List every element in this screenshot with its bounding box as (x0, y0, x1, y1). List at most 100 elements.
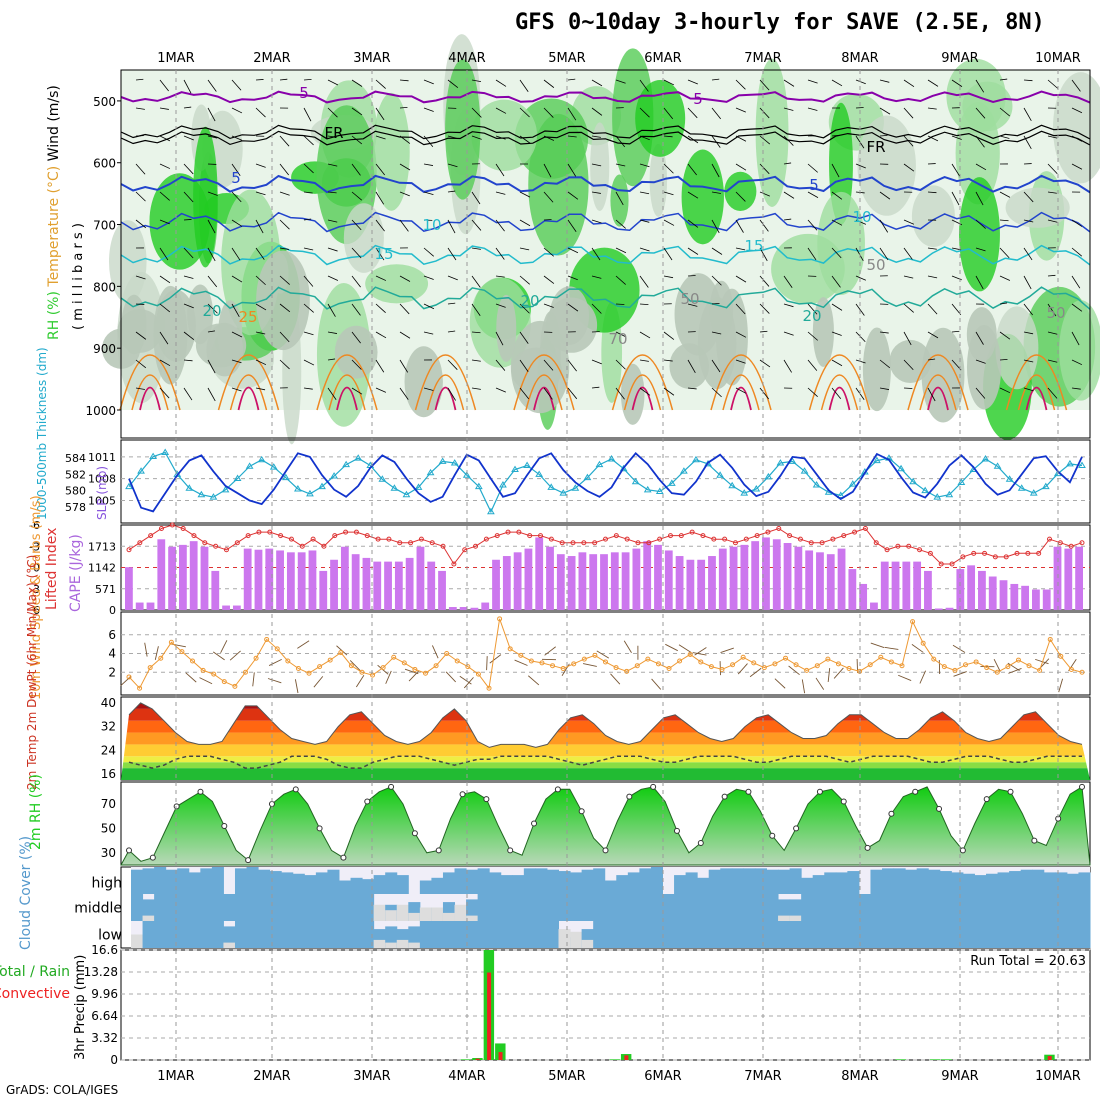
wind-barb (255, 387, 266, 391)
cloud-high-bar (720, 868, 733, 894)
contour-label: 20 (202, 302, 221, 320)
li-marker (1003, 554, 1009, 560)
wind-barb (303, 79, 312, 81)
cloud-high-bar (523, 868, 536, 894)
surface-barb (596, 650, 610, 659)
wind-barb (855, 359, 866, 364)
contour-35 (927, 386, 949, 411)
wind-barb (639, 275, 649, 288)
wind-barb (591, 163, 602, 167)
thickness-marker (631, 477, 640, 485)
wind-barb (735, 107, 746, 113)
wind-marker (486, 685, 492, 691)
wind-barb (279, 219, 290, 230)
wind-barb (279, 191, 290, 196)
contour-30 (229, 374, 268, 411)
rh-marker (197, 788, 204, 795)
wind-barb (159, 331, 169, 345)
surface-barb (919, 670, 927, 684)
rh-marker (459, 791, 466, 798)
cape-bar (578, 552, 587, 610)
temp-band (121, 720, 1090, 733)
wind-barb (375, 247, 385, 261)
wind-barb (687, 163, 697, 176)
cape-bar (384, 561, 392, 610)
x-tick-top: 3MAR (353, 51, 390, 66)
wind-marker (973, 659, 979, 665)
wind-barb (375, 359, 385, 373)
thickness-marker (414, 483, 423, 490)
cloud-high-bar (512, 875, 525, 894)
cloud-middle-bar (685, 894, 698, 921)
cloud-low-bar (211, 921, 224, 948)
wind-barb (375, 163, 386, 176)
wind-barb (1071, 107, 1083, 114)
surface-barb (870, 642, 885, 648)
wind-barb (567, 219, 577, 233)
wind-barb (567, 107, 577, 121)
cloud-middle-bar (154, 894, 167, 921)
cloud-high-bar (824, 872, 837, 894)
wind-barb (207, 247, 216, 262)
wind-barb (159, 359, 171, 367)
wind-barb (951, 135, 962, 140)
wind-barb (687, 387, 697, 390)
li-marker (473, 543, 479, 549)
wind-barb (711, 387, 722, 398)
cloud-low-bar (1043, 921, 1056, 948)
cloud-high-bar (304, 875, 317, 894)
wind-barb (159, 163, 171, 169)
cloud-low-bar (512, 921, 525, 948)
rh-blob (612, 48, 654, 187)
surface-barb (788, 665, 800, 676)
cape-bar (880, 561, 889, 610)
wind-barb (327, 163, 338, 167)
wind-barb (855, 275, 867, 281)
contour-label: 50 (680, 290, 699, 308)
surface-barb (185, 672, 197, 683)
cloud-high-bar (546, 869, 560, 894)
cloud-high-bar (951, 872, 964, 894)
wind-barb (831, 331, 842, 336)
thickness-marker (1066, 459, 1074, 467)
wind-barb (615, 135, 626, 148)
wind-barb (903, 79, 915, 87)
wind-barb (999, 331, 1011, 340)
contour-label: 5 (231, 169, 241, 187)
wind-marker (751, 660, 757, 666)
wind-barb (303, 387, 313, 390)
wind-barb (519, 107, 530, 118)
wind-barb (255, 303, 267, 311)
wind-barb (183, 303, 194, 309)
wind-barb (1047, 387, 1058, 399)
thickness-marker (921, 486, 930, 494)
cape-tick: 0 (109, 604, 116, 617)
cloud-middle-gap (442, 912, 456, 921)
rh-tick: 50 (101, 821, 116, 835)
li-marker (505, 529, 511, 535)
wind-barb (783, 79, 795, 87)
wind-barb (567, 275, 578, 281)
cloud-middle-bar (974, 894, 987, 921)
surface-barb (884, 646, 899, 650)
rh-marker (554, 786, 561, 793)
li-marker (332, 533, 338, 539)
wind-barb (783, 191, 795, 199)
surface-barb (737, 663, 748, 675)
rh-marker (1007, 788, 1014, 795)
wind-barb (1071, 303, 1083, 312)
contour-35 (730, 386, 752, 411)
wind-barb (807, 191, 819, 199)
cape-bar (621, 552, 630, 610)
wind-barb (831, 387, 842, 400)
cape-bar (1075, 546, 1083, 610)
wind-barb (447, 190, 456, 193)
wind-barb (663, 191, 674, 196)
wind-barb (183, 219, 192, 221)
cloud-middle-bar (604, 894, 617, 921)
cape-bar (492, 559, 500, 610)
cloud-low-bar (627, 921, 640, 948)
wind-marker (242, 669, 248, 675)
wind-barb (567, 359, 577, 372)
contour-30 (131, 374, 169, 411)
